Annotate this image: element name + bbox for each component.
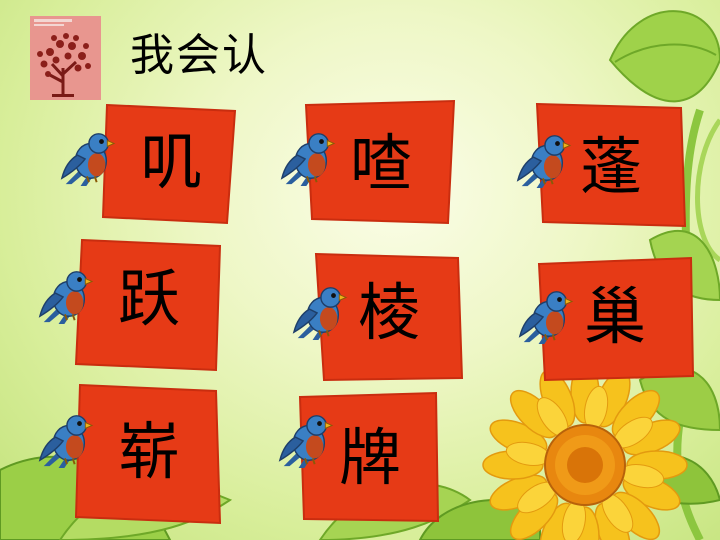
bird-icon <box>38 414 94 468</box>
character-label: 跃 <box>117 262 180 335</box>
character-card[interactable]: 喳 <box>304 99 456 227</box>
character-label: 崭 <box>117 415 180 488</box>
page-title: 我会认 <box>130 30 268 81</box>
character-label: 叽 <box>139 125 202 198</box>
character-card[interactable]: 巢 <box>535 256 695 382</box>
bird-icon <box>516 134 572 188</box>
bird-icon <box>278 414 334 468</box>
character-label: 巢 <box>583 280 646 353</box>
character-label: 蓬 <box>579 130 642 203</box>
bird-icon <box>280 132 336 186</box>
bird-icon <box>60 132 116 186</box>
bird-icon <box>518 290 574 344</box>
tree-logo-icon <box>30 16 101 100</box>
character-card[interactable]: 跃 <box>74 238 222 372</box>
character-label: 牌 <box>338 421 401 494</box>
character-card[interactable]: 棱 <box>314 252 464 382</box>
character-label: 喳 <box>349 127 412 200</box>
character-card[interactable]: 牌 <box>298 391 440 525</box>
character-label: 棱 <box>357 276 420 349</box>
character-card[interactable]: 崭 <box>74 383 222 527</box>
character-card[interactable]: 蓬 <box>535 102 687 230</box>
bird-icon <box>38 270 94 324</box>
character-card[interactable]: 叽 <box>101 101 239 227</box>
bird-icon <box>292 286 348 340</box>
